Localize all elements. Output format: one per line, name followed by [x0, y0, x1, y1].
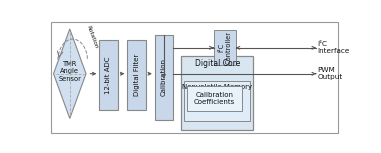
Text: Calibration
Coefficients: Calibration Coefficients: [194, 92, 235, 105]
Text: Rotation: Rotation: [85, 24, 98, 49]
Text: PWM
Output: PWM Output: [317, 67, 343, 80]
Text: I²C
Controller: I²C Controller: [218, 31, 231, 64]
Bar: [127, 40, 146, 110]
Text: Digital Core: Digital Core: [195, 59, 240, 68]
Polygon shape: [53, 29, 86, 118]
Bar: [155, 35, 173, 120]
Text: 12-bit ADC: 12-bit ADC: [106, 56, 112, 94]
Bar: [184, 81, 250, 121]
Bar: [99, 40, 118, 110]
Text: TMR
Angle
Sensor: TMR Angle Sensor: [58, 61, 81, 82]
Bar: [181, 56, 253, 130]
Bar: [214, 30, 236, 65]
Text: I²C
Interface: I²C Interface: [317, 41, 350, 54]
Text: Nonvolatile Memory: Nonvolatile Memory: [182, 84, 252, 90]
Bar: [187, 86, 242, 111]
Text: Digital Filter: Digital Filter: [133, 54, 139, 96]
Text: Calibration: Calibration: [161, 58, 167, 96]
